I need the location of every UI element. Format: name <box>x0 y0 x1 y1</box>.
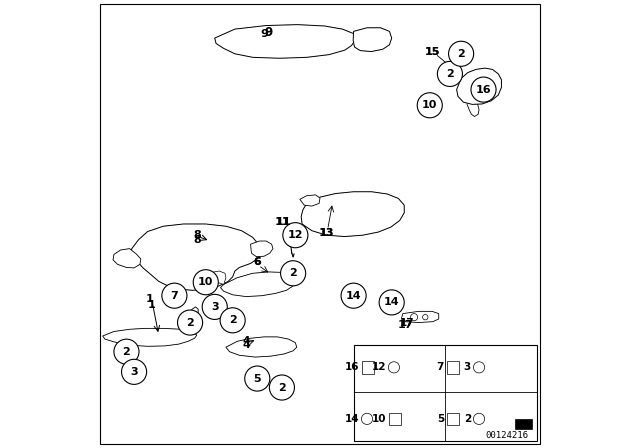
Text: 4: 4 <box>242 340 250 350</box>
Bar <box>362 361 374 374</box>
Circle shape <box>193 270 218 295</box>
Circle shape <box>122 359 147 384</box>
Polygon shape <box>131 224 262 290</box>
Polygon shape <box>221 272 296 297</box>
Circle shape <box>341 283 366 308</box>
Text: 00124216: 00124216 <box>485 431 529 440</box>
Text: 10: 10 <box>198 277 214 287</box>
Polygon shape <box>184 307 198 328</box>
Text: 2: 2 <box>186 318 194 327</box>
Text: 3: 3 <box>131 367 138 377</box>
Polygon shape <box>300 195 320 206</box>
Text: 2: 2 <box>278 383 286 392</box>
Text: 14: 14 <box>344 414 359 424</box>
Circle shape <box>449 41 474 66</box>
Text: 17: 17 <box>400 319 415 328</box>
Text: 6: 6 <box>253 257 261 267</box>
Text: 1: 1 <box>148 300 156 310</box>
Text: 15: 15 <box>424 47 440 56</box>
Text: 6: 6 <box>253 257 261 267</box>
Circle shape <box>280 261 306 286</box>
Polygon shape <box>215 25 356 58</box>
Circle shape <box>162 283 187 308</box>
Text: 2: 2 <box>446 69 454 79</box>
Polygon shape <box>353 28 392 52</box>
Polygon shape <box>457 68 502 104</box>
Text: 13: 13 <box>319 228 334 238</box>
Bar <box>447 413 459 425</box>
Polygon shape <box>457 68 502 104</box>
Polygon shape <box>113 249 141 268</box>
Text: 8: 8 <box>193 235 201 245</box>
Text: 11: 11 <box>275 217 290 227</box>
Circle shape <box>177 310 203 335</box>
Polygon shape <box>131 224 262 290</box>
Polygon shape <box>226 337 297 357</box>
Text: 1: 1 <box>146 294 154 304</box>
Circle shape <box>202 294 227 319</box>
Bar <box>515 419 532 429</box>
Polygon shape <box>301 192 404 237</box>
Polygon shape <box>251 241 273 257</box>
Text: 3: 3 <box>211 302 218 312</box>
Circle shape <box>379 290 404 315</box>
Text: 13: 13 <box>319 228 335 238</box>
Circle shape <box>437 61 463 86</box>
Polygon shape <box>353 28 392 52</box>
Bar <box>447 361 459 374</box>
Bar <box>353 345 538 441</box>
Circle shape <box>269 375 294 400</box>
Text: 3: 3 <box>464 362 471 372</box>
Polygon shape <box>184 307 198 328</box>
Text: 10: 10 <box>371 414 386 424</box>
Text: 7: 7 <box>170 291 179 301</box>
Text: 15: 15 <box>424 47 440 56</box>
Text: 10: 10 <box>422 100 438 110</box>
Polygon shape <box>208 271 226 284</box>
Text: 9: 9 <box>264 26 273 39</box>
Text: 12: 12 <box>287 230 303 240</box>
Text: 2: 2 <box>464 414 471 424</box>
Polygon shape <box>103 328 197 346</box>
Polygon shape <box>401 311 439 323</box>
Circle shape <box>417 93 442 118</box>
Text: 2: 2 <box>457 49 465 59</box>
Text: 14: 14 <box>384 297 399 307</box>
Circle shape <box>471 77 496 102</box>
Circle shape <box>220 308 245 333</box>
Text: 2: 2 <box>228 315 237 325</box>
Circle shape <box>114 339 139 364</box>
Polygon shape <box>226 337 297 357</box>
Text: 4: 4 <box>243 336 250 346</box>
Text: 12: 12 <box>371 362 386 372</box>
Text: 9: 9 <box>260 29 268 39</box>
Text: 2: 2 <box>289 268 297 278</box>
Polygon shape <box>221 272 296 297</box>
Text: 14: 14 <box>346 291 362 301</box>
Text: 7: 7 <box>436 362 444 372</box>
Polygon shape <box>113 249 141 268</box>
Polygon shape <box>103 328 197 346</box>
Text: 16: 16 <box>344 362 359 372</box>
Text: 17: 17 <box>397 320 413 330</box>
Polygon shape <box>215 25 356 58</box>
Text: 5: 5 <box>437 414 444 424</box>
Text: 11: 11 <box>275 217 291 227</box>
Text: 8: 8 <box>193 230 201 240</box>
Circle shape <box>283 223 308 248</box>
Text: 16: 16 <box>476 85 492 95</box>
Polygon shape <box>301 192 404 237</box>
Bar <box>388 413 401 425</box>
Text: 2: 2 <box>123 347 131 357</box>
Circle shape <box>244 366 270 391</box>
Text: 5: 5 <box>253 374 261 383</box>
